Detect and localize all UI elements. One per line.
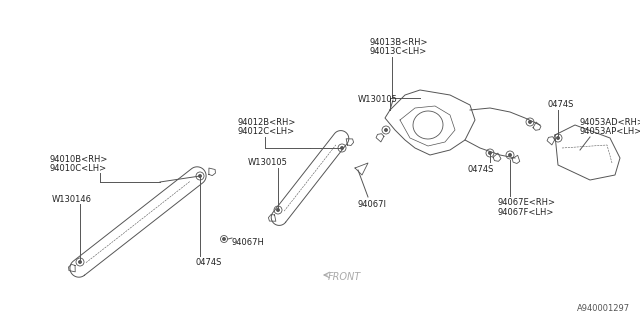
Circle shape bbox=[276, 209, 280, 212]
Text: 94067H: 94067H bbox=[232, 238, 265, 247]
Circle shape bbox=[223, 237, 225, 241]
Text: 0474S: 0474S bbox=[195, 258, 221, 267]
Text: W130105: W130105 bbox=[248, 158, 288, 167]
Circle shape bbox=[198, 174, 202, 178]
Text: 94012B<RH>: 94012B<RH> bbox=[238, 118, 296, 127]
Circle shape bbox=[79, 260, 81, 263]
Text: 0474S: 0474S bbox=[548, 100, 574, 109]
Text: A940001297: A940001297 bbox=[577, 304, 630, 313]
Circle shape bbox=[557, 137, 559, 140]
Text: 94013C<LH>: 94013C<LH> bbox=[370, 47, 428, 56]
Text: W130146: W130146 bbox=[52, 195, 92, 204]
Text: W130105: W130105 bbox=[358, 95, 398, 104]
Text: 94067I: 94067I bbox=[358, 200, 387, 209]
Text: 94013B<RH>: 94013B<RH> bbox=[370, 38, 429, 47]
Circle shape bbox=[529, 121, 531, 124]
Text: 94067E<RH>: 94067E<RH> bbox=[498, 198, 556, 207]
Circle shape bbox=[488, 151, 492, 155]
Text: FRONT: FRONT bbox=[328, 272, 361, 282]
Text: 94012C<LH>: 94012C<LH> bbox=[238, 127, 295, 136]
Text: 94053AD<RH>: 94053AD<RH> bbox=[580, 118, 640, 127]
Circle shape bbox=[509, 154, 511, 156]
Text: 94053AP<LH>: 94053AP<LH> bbox=[580, 127, 640, 136]
Circle shape bbox=[340, 147, 344, 149]
Text: 94067F<LH>: 94067F<LH> bbox=[498, 208, 554, 217]
Circle shape bbox=[385, 129, 387, 132]
Text: 0474S: 0474S bbox=[468, 165, 494, 174]
Text: 94010B<RH>: 94010B<RH> bbox=[50, 155, 108, 164]
Text: 94010C<LH>: 94010C<LH> bbox=[50, 164, 107, 173]
